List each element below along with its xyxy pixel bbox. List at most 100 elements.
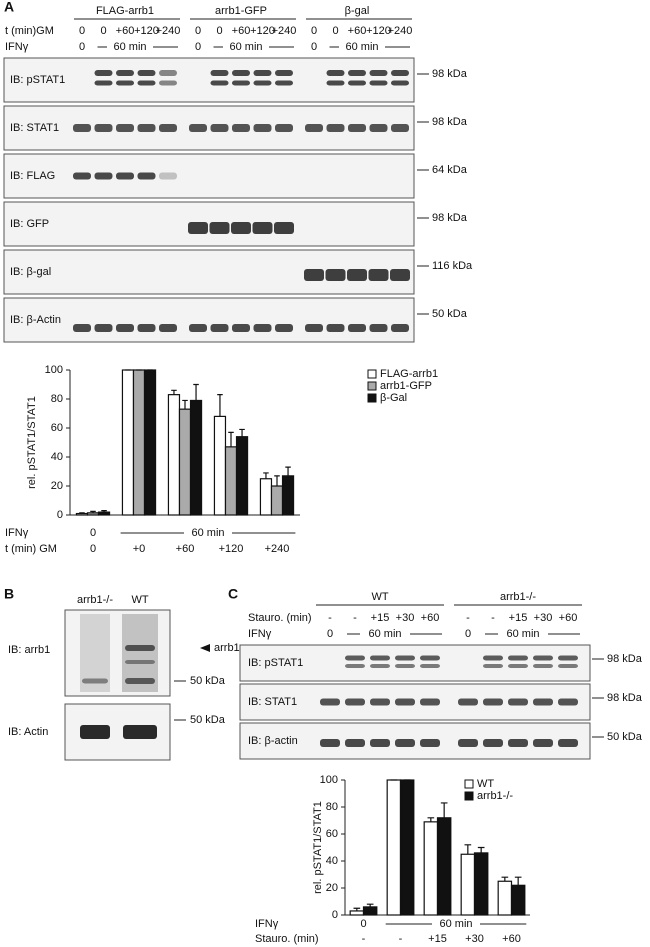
y-tick-label: 0: [57, 509, 63, 521]
bar: [121, 369, 135, 516]
band: [94, 172, 113, 180]
band: [137, 70, 156, 76]
band: [348, 124, 366, 132]
band: [304, 269, 324, 281]
band: [370, 655, 390, 661]
x-tick-label: -: [399, 933, 403, 945]
marker-label: 50 kDa: [190, 714, 226, 726]
band: [395, 698, 415, 706]
band: [275, 324, 293, 332]
bar: [143, 369, 157, 516]
blot-frame: [239, 644, 591, 682]
lane-label: 0: [195, 25, 201, 37]
ifn-label: 60 min: [506, 628, 539, 640]
x-tick-label: +60: [502, 933, 521, 945]
legend-swatch: [464, 791, 474, 801]
blot-label: IB: GFP: [10, 218, 49, 230]
band: [508, 739, 528, 747]
band: [345, 655, 365, 661]
x-tick-label: -: [362, 933, 366, 945]
bar: [259, 478, 273, 516]
band: [125, 645, 155, 651]
band: [420, 739, 440, 747]
lane-label: +15: [509, 612, 528, 624]
x-tick-label: +30: [465, 933, 484, 945]
band: [558, 664, 578, 668]
x-row-label: IFNγ: [255, 918, 279, 930]
band: [305, 324, 323, 332]
lane-label: 0: [311, 25, 317, 37]
row-label: t (min)GM: [5, 25, 54, 37]
lane-label: +30: [534, 612, 553, 624]
band: [252, 222, 273, 234]
lane-label: +60: [232, 25, 251, 37]
error-bar: [477, 846, 485, 853]
band: [369, 124, 388, 132]
band: [80, 725, 110, 739]
group-label: arrb1-GFP: [215, 5, 267, 17]
band: [420, 698, 440, 706]
size-label: 64 kDa: [432, 164, 468, 176]
band: [391, 80, 409, 86]
group-label: WT: [371, 591, 388, 603]
band: [116, 172, 134, 180]
band: [73, 324, 91, 332]
band: [420, 664, 440, 668]
group-label: arrb1-/-: [500, 591, 536, 603]
y-tick-label: 60: [51, 422, 63, 434]
band: [326, 124, 345, 132]
legend-swatch: [367, 381, 377, 391]
blot-label: IB: pSTAT1: [10, 74, 65, 86]
y-axis-label: rel. pSTAT1/STAT1: [312, 801, 324, 894]
error-bar: [464, 844, 472, 855]
band: [210, 80, 229, 86]
band: [347, 269, 367, 281]
error-bar: [182, 399, 188, 410]
band: [94, 324, 113, 332]
bar: [213, 415, 227, 516]
blot-label: IB: β-actin: [248, 735, 298, 747]
blot-label: IB: STAT1: [10, 122, 59, 134]
band: [369, 80, 388, 86]
bar: [132, 369, 146, 516]
error-bar: [274, 475, 280, 486]
error-bar: [501, 876, 509, 882]
bar: [270, 485, 284, 516]
blot-label: IB: Actin: [8, 726, 48, 738]
lane-label: 0: [216, 25, 222, 37]
band: [390, 269, 410, 281]
band: [189, 324, 207, 332]
band: [508, 664, 528, 668]
band: [94, 124, 113, 132]
blot-frame: [3, 201, 415, 247]
band: [483, 655, 503, 661]
band: [125, 660, 155, 664]
lane-label: +120: [250, 25, 275, 37]
band: [274, 222, 294, 234]
ifn-label: 0: [327, 628, 333, 640]
ifn-label: 60 min: [229, 41, 262, 53]
band: [116, 324, 134, 332]
band: [137, 124, 156, 132]
ifn-label: 0: [79, 41, 85, 53]
error-bar: [263, 472, 269, 479]
error-bar: [239, 428, 245, 437]
band: [123, 725, 157, 739]
band: [232, 124, 250, 132]
error-bar: [366, 903, 374, 907]
bar: [399, 779, 415, 916]
y-tick-label: 100: [45, 364, 63, 376]
band: [210, 324, 229, 332]
band: [395, 739, 415, 747]
bar: [189, 399, 203, 516]
error-bar: [228, 431, 234, 447]
band: [94, 70, 113, 76]
band: [458, 698, 478, 706]
band: [275, 70, 293, 76]
band: [345, 698, 365, 706]
legend-label: arrb1-GFP: [380, 380, 432, 392]
bar: [423, 821, 439, 916]
size-label: 98 kDa: [607, 653, 643, 665]
lane-label: +60: [421, 612, 440, 624]
